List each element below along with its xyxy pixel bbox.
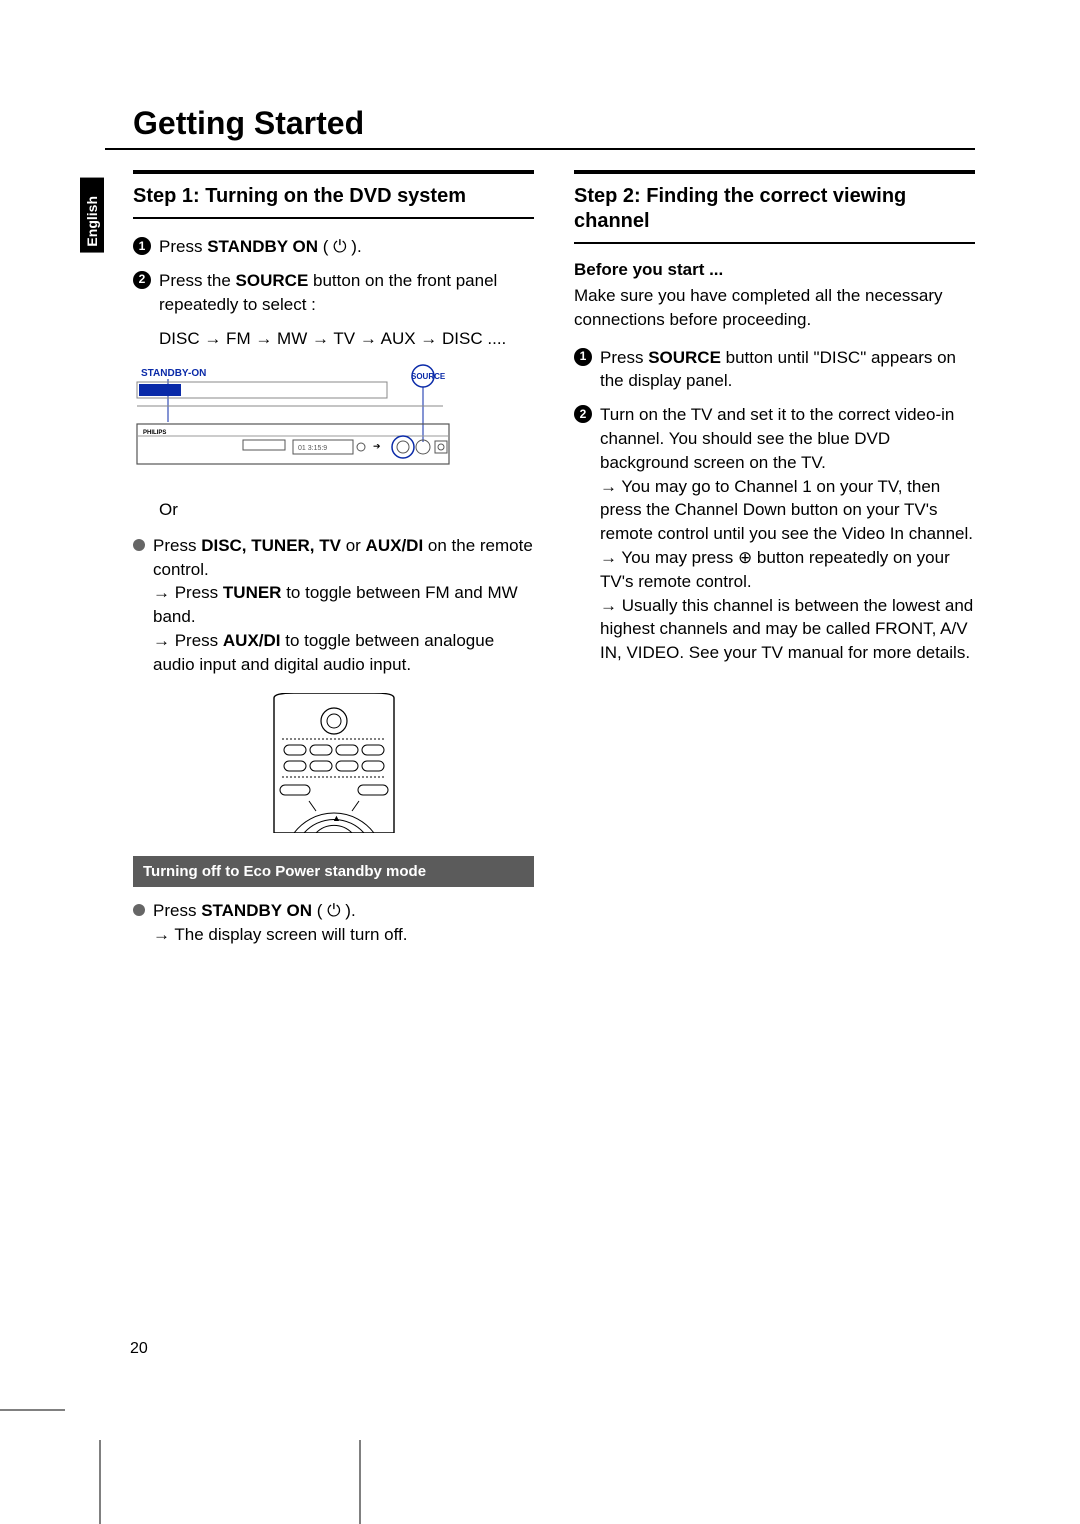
text: ( ⏻ ). [318,237,362,256]
bold: SOURCE [648,348,721,367]
standby-on-label: STANDBY-ON [141,368,206,379]
source-label: SOURCE [411,372,446,381]
text: Press [153,901,201,920]
column-left: Step 1: Turning on the DVD system 1 Pres… [133,170,534,957]
page-title: Getting Started [105,105,975,150]
dvd-panel-illustration: STANDBY-ON SOURCE PHILIPS [133,364,453,484]
page-content: Getting Started Step 1: Turning on the D… [105,105,975,957]
columns: Step 1: Turning on the DVD system 1 Pres… [105,170,975,957]
bullet-number-2: 2 [574,405,592,423]
step2-heading: Step 2: Finding the correct viewing chan… [574,170,975,244]
text: Press [159,237,207,256]
text: or [341,536,366,555]
source-sequence: DISC → FM → MW → TV → AUX → DISC .... [159,326,534,352]
bold: DISC, TUNER, TV [201,536,341,555]
text: Turn on the TV and set it to the correct… [600,405,954,472]
bullet-number-1: 1 [574,348,592,366]
column-right: Step 2: Finding the correct viewing chan… [574,170,975,957]
step1-item1: 1 Press STANDBY ON ( ⏻ ). [133,235,534,259]
subtext: → Usually this channel is between the lo… [600,594,975,665]
subtext: → You may go to Channel 1 on your TV, th… [600,475,975,546]
text: Press [600,348,648,367]
subtext: → You may press ⊕ button repeatedly on y… [600,546,975,594]
bullet-dot [133,904,145,916]
page-number: 20 [130,1340,148,1358]
before-you-start-title: Before you start ... [574,260,975,280]
before-you-start-text: Make sure you have completed all the nec… [574,284,975,332]
svg-text:▲: ▲ [332,813,341,823]
bullet-dot [133,539,145,551]
step2-item1: 1 Press SOURCE button until "DISC" appea… [574,346,975,394]
language-tab: English [80,178,104,253]
svg-text:➔: ➔ [373,441,381,451]
bold: SOURCE [236,271,309,290]
text: → Press [153,631,223,650]
bold: STANDBY ON [201,901,312,920]
subtext: → The display screen will turn off. [153,923,408,947]
svg-text:PHILIPS: PHILIPS [143,430,166,436]
step1-item4: Press STANDBY ON ( ⏻ ). → The display sc… [133,899,534,947]
bullet-number-2: 2 [133,271,151,289]
bold: AUX/DI [366,536,424,555]
remote-illustration: ▲ [254,693,414,838]
bold: TUNER [223,583,282,602]
step1-heading: Step 1: Turning on the DVD system [133,170,534,219]
eco-power-callout: Turning off to Eco Power standby mode [133,856,534,888]
text: Press the [159,271,236,290]
text: → Press [153,583,223,602]
text: ( ⏻ ). [312,901,356,920]
bullet-number-1: 1 [133,237,151,255]
step1-item2: 2 Press the SOURCE button on the front p… [133,269,534,317]
bold: AUX/DI [223,631,281,650]
text: Press [153,536,201,555]
or-separator: Or [159,500,534,520]
bold: STANDBY ON [207,237,318,256]
step1-item3: Press DISC, TUNER, TV or AUX/DI on the r… [133,534,534,677]
step2-item2: 2 Turn on the TV and set it to the corre… [574,403,975,665]
svg-text:01 3:15:9: 01 3:15:9 [298,445,327,452]
